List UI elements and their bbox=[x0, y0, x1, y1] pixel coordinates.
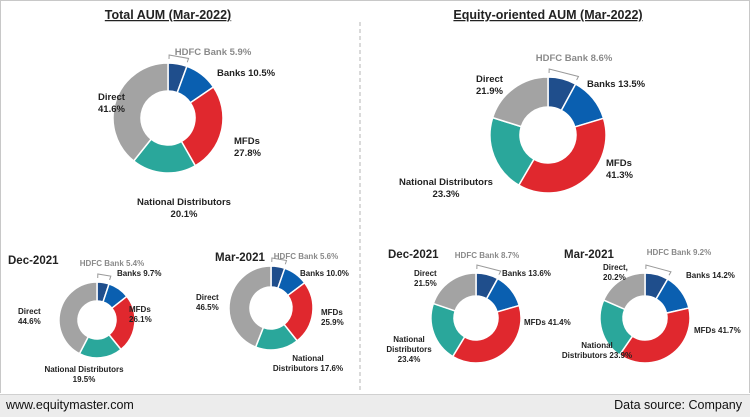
donut-chart-total-mar21: Mar-2021 HDFC Bank 5.6% Banks 10.0% MFDs 25.… bbox=[196, 252, 349, 373]
slice-direct bbox=[228, 265, 272, 349]
data-label-national: National Distributors 17.6% bbox=[273, 354, 343, 373]
chart-title: Total AUM (Mar-2022) bbox=[105, 8, 231, 22]
footer-data-source: Data source: Company bbox=[614, 398, 742, 412]
data-label-direct: Direct 21.9% bbox=[476, 74, 504, 97]
slice-direct bbox=[112, 62, 169, 163]
data-label-mfds: MFDs 41.7% bbox=[694, 326, 741, 335]
hdfc-bracket bbox=[548, 68, 580, 81]
hdfc-bracket bbox=[271, 257, 288, 265]
data-label-hdfc: HDFC Bank 9.2% bbox=[647, 248, 711, 257]
donut-chart-equity-mar22: Equity-oriented AUM (Mar-2022) HDFC Bank … bbox=[399, 8, 646, 200]
data-label-direct: Direct 44.6% bbox=[18, 307, 41, 326]
chart-title: Mar-2021 bbox=[215, 252, 265, 264]
chart-title: Dec-2021 bbox=[8, 255, 59, 267]
data-label-hdfc: HDFC Bank 8.6% bbox=[536, 53, 613, 64]
footer-bar: www.equitymaster.com Data source: Compan… bbox=[0, 394, 750, 417]
data-label-direct: Direct, 20.2% bbox=[603, 263, 628, 282]
data-label-national: National Distributors 20.1% bbox=[137, 197, 231, 220]
data-label-mfds: MFDs 27.8% bbox=[234, 136, 261, 159]
hdfc-bracket bbox=[168, 54, 190, 63]
slice-mfds bbox=[451, 304, 522, 364]
data-label-banks: Banks 10.0% bbox=[300, 269, 349, 278]
data-label-hdfc: HDFC Bank 8.7% bbox=[455, 251, 519, 260]
data-label-hdfc: HDFC Bank 5.4% bbox=[80, 259, 144, 268]
data-label-mfds: MFDs 41.3% bbox=[606, 158, 633, 181]
data-label-direct: Direct 21.5% bbox=[414, 269, 437, 288]
data-label-hdfc: HDFC Bank 5.9% bbox=[175, 47, 252, 58]
chart-title: Equity-oriented AUM (Mar-2022) bbox=[453, 8, 642, 22]
data-label-direct: Direct 46.5% bbox=[196, 293, 219, 312]
donut-chart-equity-dec21: Dec-2021 HDFC Bank 8.7% Banks 13.6% MFDs 41… bbox=[386, 249, 570, 364]
slice-direct bbox=[58, 281, 98, 355]
data-label-national: National Distributors 23.3% bbox=[399, 177, 493, 200]
data-label-banks: Banks 10.5% bbox=[217, 68, 276, 79]
data-label-mfds: MFDs 41.4% bbox=[524, 318, 571, 327]
chart-title: Mar-2021 bbox=[564, 249, 614, 261]
data-label-mfds: MFDs 25.9% bbox=[321, 308, 344, 327]
data-label-banks: Banks 9.7% bbox=[117, 269, 161, 278]
data-label-hdfc: HDFC Bank 5.6% bbox=[274, 252, 338, 261]
data-label-banks: Banks 13.6% bbox=[502, 269, 551, 278]
data-label-mfds: MFDs 26.1% bbox=[129, 305, 152, 324]
data-label-national: National Distributors 19.5% bbox=[44, 365, 124, 384]
donut-chart-equity-mar21: Mar-2021 HDFC Bank 9.2% Banks 14.2% MFDs 41… bbox=[562, 248, 741, 364]
slice-direct bbox=[602, 272, 646, 311]
donut-chart-total-mar22: Total AUM (Mar-2022) HDFC Bank 5.9% Banks … bbox=[98, 8, 276, 220]
slice-direct bbox=[491, 76, 549, 128]
slice-direct bbox=[432, 272, 477, 312]
hdfc-bracket bbox=[476, 264, 502, 275]
data-label-direct: Direct 41.6% bbox=[98, 92, 126, 115]
hdfc-bracket bbox=[645, 264, 672, 276]
hdfc-bracket bbox=[97, 273, 112, 281]
data-label-banks: Banks 14.2% bbox=[686, 271, 735, 280]
footer-source-site: www.equitymaster.com bbox=[6, 398, 134, 412]
slice-mfds bbox=[618, 307, 691, 364]
donut-chart-total-dec21: Dec-2021 HDFC Bank 5.4%Banks 9.7% MFDs 26.1… bbox=[8, 255, 161, 384]
slice-mfds bbox=[517, 117, 607, 194]
data-label-national: National Distributors 23.9% bbox=[562, 341, 632, 360]
donut-charts-canvas: Total AUM (Mar-2022) HDFC Bank 5.9% Banks … bbox=[8, 8, 741, 390]
chart-title: Dec-2021 bbox=[388, 249, 439, 261]
data-label-national: National Distributors 23.4% bbox=[386, 335, 432, 364]
data-label-banks: Banks 13.5% bbox=[587, 79, 646, 90]
